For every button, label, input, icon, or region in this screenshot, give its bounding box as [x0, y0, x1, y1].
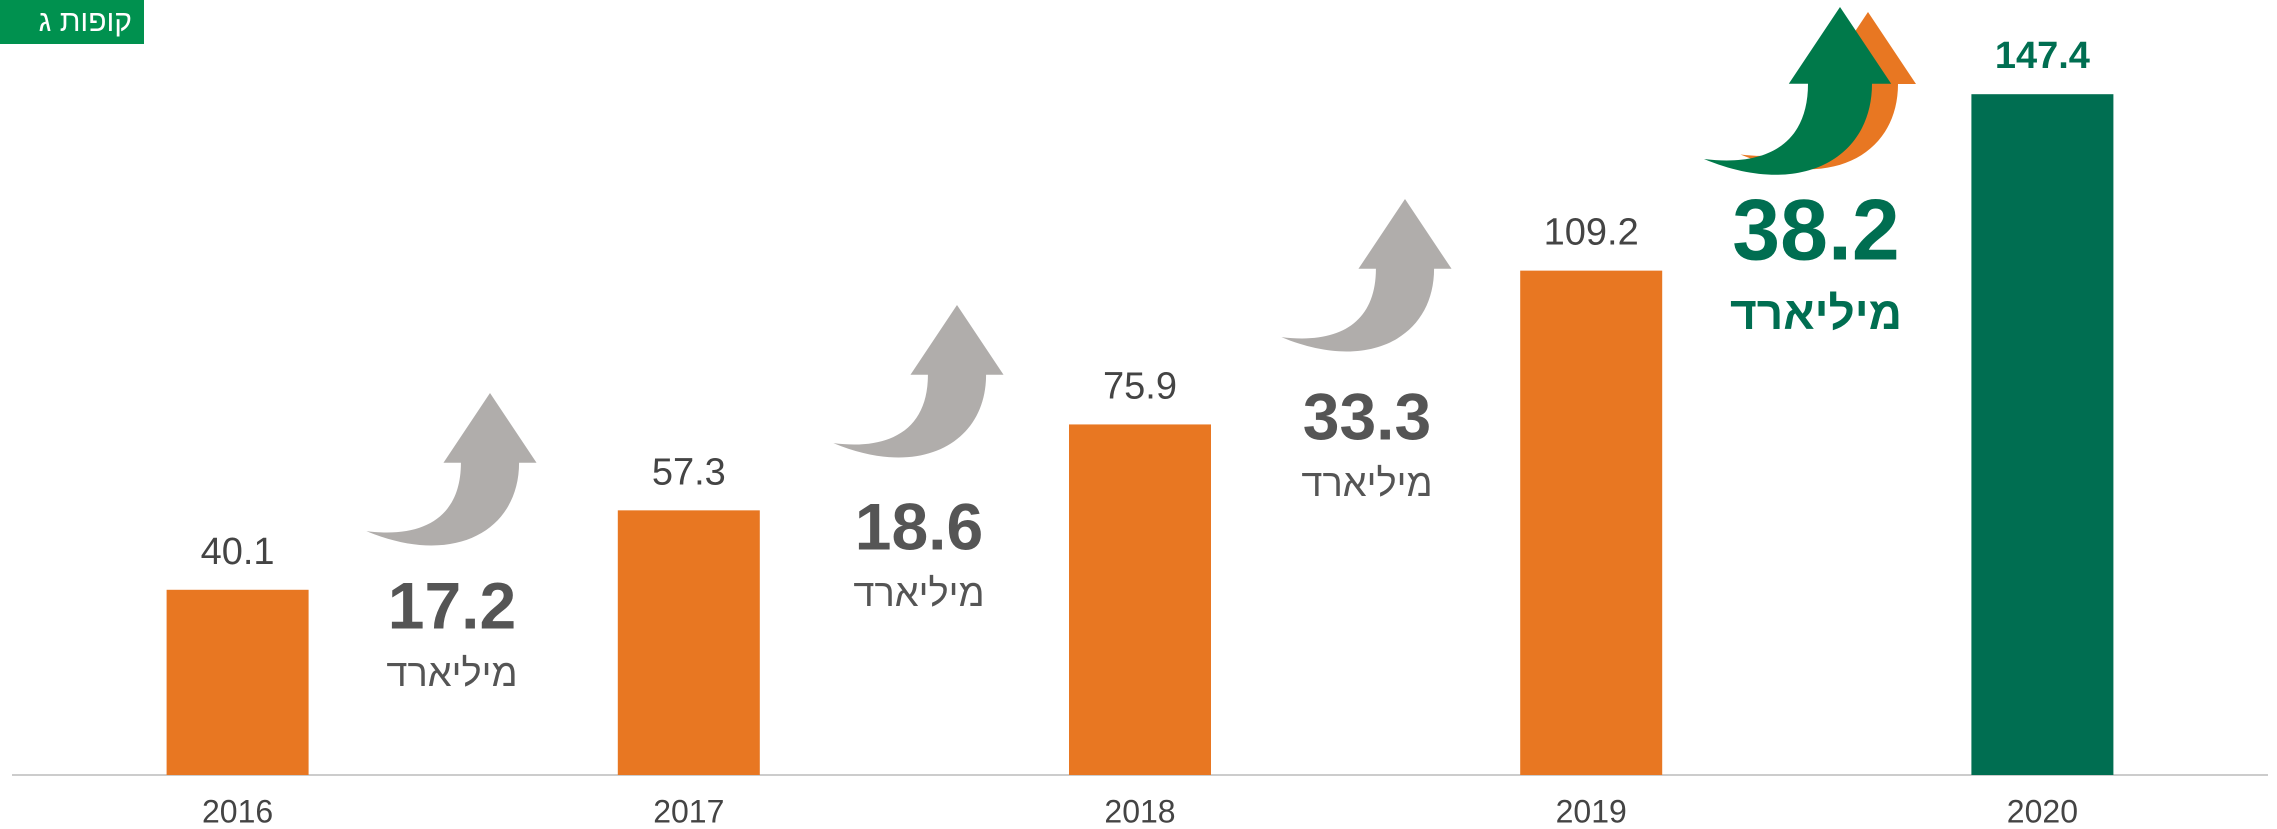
arrow	[1281, 199, 1452, 352]
increment-unit: מיליארד	[853, 573, 984, 615]
arrow	[366, 393, 537, 546]
x-tick-label: 2018	[1104, 793, 1175, 829]
increment-unit: מיליארד	[1301, 463, 1432, 505]
tag-box	[0, 0, 144, 44]
bar	[617, 510, 760, 775]
value-label: 40.1	[201, 531, 275, 573]
bar	[1971, 94, 2114, 776]
arrow	[833, 305, 1004, 458]
value-label: 75.9	[1103, 365, 1177, 407]
value-label: 57.3	[652, 451, 726, 493]
bar	[1520, 270, 1663, 775]
x-tick-label: 2016	[202, 793, 273, 829]
bar	[166, 589, 309, 775]
increment-unit: מיליארד	[386, 653, 517, 695]
increment-unit: מיליארד	[1730, 287, 1902, 339]
value-label: 147.4	[1995, 35, 2090, 77]
x-tick-label: 2017	[653, 793, 724, 829]
increment-value: 38.2	[1732, 183, 1899, 279]
tag-text: קופות ג	[39, 5, 132, 38]
x-tick-label: 2020	[2007, 793, 2078, 829]
increment-value: 17.2	[388, 568, 516, 642]
increment-value: 18.6	[855, 489, 983, 563]
x-tick-label: 2019	[1556, 793, 1627, 829]
value-label: 109.2	[1544, 212, 1639, 254]
increment-value: 33.3	[1303, 379, 1431, 453]
bar	[1069, 424, 1211, 775]
